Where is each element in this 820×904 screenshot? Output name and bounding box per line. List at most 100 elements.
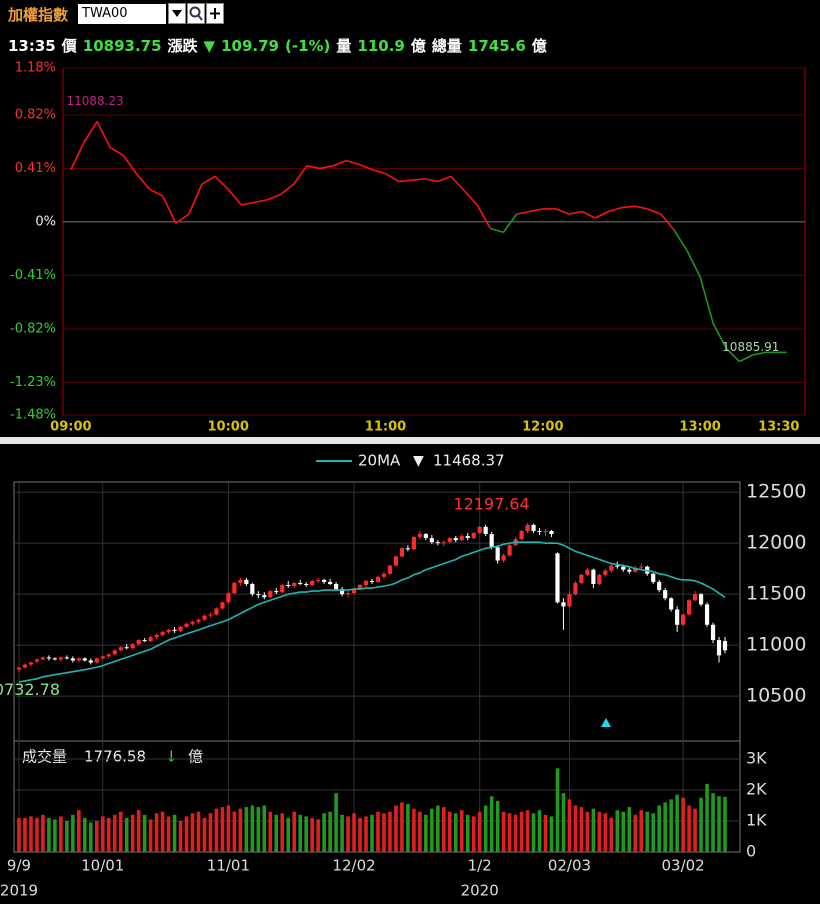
price-line xyxy=(385,172,400,183)
candle-body xyxy=(423,534,428,539)
volume-last: 1776.58 xyxy=(84,748,146,766)
y-tick-label: -0.82% xyxy=(10,321,56,336)
volume-bar xyxy=(53,819,57,852)
volume-bar xyxy=(154,813,159,852)
volume-bar xyxy=(220,807,225,852)
volume-bar xyxy=(268,811,273,852)
volume-bar xyxy=(136,810,141,852)
price-line xyxy=(476,204,492,229)
y-tick-label: -0.41% xyxy=(10,268,56,283)
price-line xyxy=(188,183,203,215)
quote-line: 13:35 價 10893.75 漲跌 ▼ 109.79 (-1%) 量 110… xyxy=(8,35,553,56)
volume-bar xyxy=(639,810,644,852)
candle-body xyxy=(477,526,482,533)
volume-bar xyxy=(106,817,111,852)
candle-body xyxy=(537,530,542,532)
x-tick-label: 13:30 xyxy=(758,420,799,435)
volume-label: 量 xyxy=(336,37,352,55)
volume-bar xyxy=(657,805,661,852)
candle-body xyxy=(52,658,57,660)
volume-bar xyxy=(424,814,428,852)
volume-bar xyxy=(597,811,602,852)
symbol-input[interactable]: TWA00 xyxy=(78,4,167,24)
candle-body xyxy=(310,580,315,585)
candle-body xyxy=(94,658,99,663)
volume-bar xyxy=(160,811,165,852)
index-title: 加權指數 xyxy=(8,5,69,24)
candle-body xyxy=(585,569,590,575)
candle-body xyxy=(465,536,470,539)
candle-body xyxy=(58,657,63,660)
candle-body xyxy=(256,594,261,596)
candle-body xyxy=(447,538,452,543)
y-tick-label: 0.82% xyxy=(15,107,56,122)
volume-bar xyxy=(226,805,231,852)
candle-body xyxy=(621,566,626,570)
legend-value: 11468.37 xyxy=(433,452,505,470)
volume-bar xyxy=(465,814,470,852)
x-tick-label: 1/2 xyxy=(468,857,492,875)
candle-body xyxy=(393,556,399,566)
volume-bar xyxy=(436,805,440,852)
volume-bar xyxy=(196,811,201,852)
volume-tick-label: 1K xyxy=(746,811,767,830)
candle-body xyxy=(238,579,243,583)
candle-body xyxy=(675,609,680,625)
candle-body xyxy=(399,548,405,557)
candle-body xyxy=(286,584,291,587)
price-line xyxy=(673,229,688,252)
candle-body xyxy=(166,629,171,632)
volume-bar xyxy=(627,807,632,852)
price-label: 價 xyxy=(61,37,77,55)
volume-bar xyxy=(489,796,494,852)
price: 10893.75 xyxy=(82,36,162,55)
price-line xyxy=(581,210,596,219)
price-line xyxy=(398,179,412,183)
x-tick-label: 9/9 xyxy=(7,857,31,875)
volume-bar xyxy=(549,816,554,852)
year-label: 2020 xyxy=(461,882,499,900)
volume-bar xyxy=(83,817,87,852)
volume-bar xyxy=(214,808,219,852)
price-line xyxy=(83,121,98,143)
candle-body xyxy=(292,582,297,587)
candle-body xyxy=(615,565,620,567)
candle-body xyxy=(142,640,147,642)
candle-body xyxy=(663,590,668,599)
volume-bar xyxy=(525,810,530,852)
volume-bar xyxy=(94,821,99,852)
volume-bar xyxy=(148,819,153,852)
high-label: 11088.23 xyxy=(66,94,123,108)
volume-bar xyxy=(412,808,416,852)
candle-body xyxy=(316,579,321,581)
candle-body xyxy=(555,553,560,603)
volume-bar xyxy=(717,796,721,852)
search-icon-handle xyxy=(197,14,203,21)
candle-body xyxy=(82,658,87,661)
candle-body xyxy=(716,640,722,656)
candle-body xyxy=(34,659,40,662)
candle-body xyxy=(130,644,135,649)
candle-body xyxy=(154,634,159,638)
volume-bar xyxy=(495,800,500,852)
total-unit: 億 xyxy=(531,37,547,55)
candle-body xyxy=(543,530,548,532)
candle-body xyxy=(441,542,446,544)
candle-body xyxy=(597,574,602,584)
volume-bar xyxy=(346,816,350,852)
candle-body xyxy=(136,640,141,645)
price-line xyxy=(463,190,478,206)
volume-bar xyxy=(555,768,560,852)
volume-bar xyxy=(453,813,458,852)
volume-bar xyxy=(298,814,302,852)
x-tick-label: 12:00 xyxy=(522,420,563,435)
volume-bar xyxy=(334,793,338,852)
candle-body xyxy=(339,589,345,595)
volume-bar xyxy=(711,793,715,852)
volume-bar xyxy=(142,814,147,852)
x-tick-label: 09:00 xyxy=(50,420,91,435)
candle-body xyxy=(375,576,381,582)
legend-label: 20MA xyxy=(358,452,401,470)
candle-body xyxy=(567,594,572,607)
